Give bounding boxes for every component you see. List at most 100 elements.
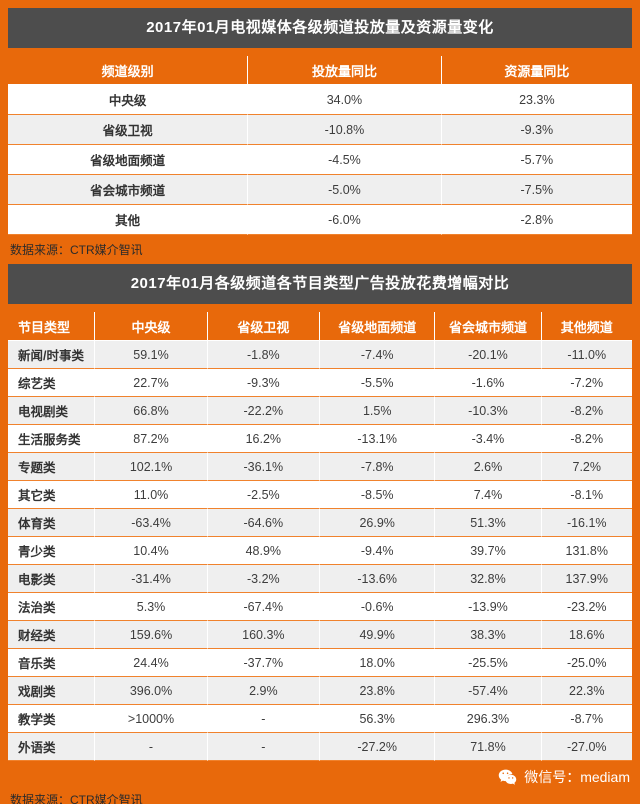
value-cell: -7.5%: [441, 175, 632, 205]
column-header: 中央级: [95, 312, 208, 341]
row-label-cell: 外语类: [8, 733, 96, 761]
value-cell: 51.3%: [435, 509, 542, 537]
row-label-cell: 戏剧类: [8, 677, 96, 705]
value-cell: -7.2%: [541, 369, 632, 397]
row-label-cell: 省级地面频道: [8, 145, 249, 175]
value-cell: -3.2%: [207, 565, 320, 593]
column-header: 资源量同比: [441, 56, 632, 85]
value-cell: -67.4%: [207, 593, 320, 621]
value-cell: -25.5%: [435, 649, 542, 677]
table-row: 青少类 10.4% 48.9% -9.4% 39.7% 131.8%: [8, 537, 632, 565]
value-cell: -27.0%: [541, 733, 632, 761]
table-row: 综艺类 22.7% -9.3% -5.5% -1.6% -7.2%: [8, 369, 632, 397]
row-label-cell: 财经类: [8, 621, 96, 649]
table-row: 法治类 5.3% -67.4% -0.6% -13.9% -23.2%: [8, 593, 632, 621]
column-header: 省级卫视: [207, 312, 320, 341]
value-cell: -: [95, 733, 208, 761]
value-cell: -5.7%: [441, 145, 632, 175]
value-cell: 137.9%: [541, 565, 632, 593]
value-cell: 56.3%: [319, 705, 436, 733]
table-row: 电影类 -31.4% -3.2% -13.6% 32.8% 137.9%: [8, 565, 632, 593]
value-cell: 26.9%: [319, 509, 436, 537]
value-cell: -: [207, 705, 320, 733]
value-cell: -9.3%: [441, 115, 632, 145]
value-cell: -8.5%: [319, 481, 436, 509]
value-cell: -57.4%: [435, 677, 542, 705]
column-header: 频道级别: [8, 56, 249, 85]
wechat-id-label: 微信号：mediam: [524, 769, 630, 785]
column-header: 省级地面频道: [319, 312, 436, 341]
value-cell: -25.0%: [541, 649, 632, 677]
value-cell: 7.2%: [541, 453, 632, 481]
table-row: 省级地面频道 -4.5% -5.7%: [8, 145, 632, 175]
row-label-cell: 电视剧类: [8, 397, 96, 425]
value-cell: 1.5%: [319, 397, 436, 425]
row-label-cell: 体育类: [8, 509, 96, 537]
value-cell: 296.3%: [435, 705, 542, 733]
value-cell: -5.5%: [319, 369, 436, 397]
value-cell: 24.4%: [95, 649, 208, 677]
table1-title-bar: 2017年01月电视媒体各级频道投放量及资源量变化: [8, 8, 632, 48]
row-label-cell: 新闻/时事类: [8, 341, 96, 369]
table-row: 其它类 11.0% -2.5% -8.5% 7.4% -8.1%: [8, 481, 632, 509]
row-label-cell: 其它类: [8, 481, 96, 509]
value-cell: 66.8%: [95, 397, 208, 425]
value-cell: 396.0%: [95, 677, 208, 705]
value-cell: 159.6%: [95, 621, 208, 649]
value-cell: 7.4%: [435, 481, 542, 509]
row-label-cell: 省会城市频道: [8, 175, 249, 205]
value-cell: 2.9%: [207, 677, 320, 705]
value-cell: 18.6%: [541, 621, 632, 649]
data-source-note: 数据来源：CTR媒介智讯: [10, 793, 143, 804]
value-cell: >1000%: [95, 705, 208, 733]
value-cell: 22.7%: [95, 369, 208, 397]
value-cell: -8.2%: [541, 397, 632, 425]
data-source-note: 数据来源：CTR媒介智讯: [10, 243, 143, 257]
value-cell: -13.6%: [319, 565, 436, 593]
value-cell: -2.8%: [441, 205, 632, 235]
table-row: 专题类 102.1% -36.1% -7.8% 2.6% 7.2%: [8, 453, 632, 481]
row-label-cell: 其他: [8, 205, 249, 235]
value-cell: -: [207, 733, 320, 761]
table-row: 省会城市频道 -5.0% -7.5%: [8, 175, 632, 205]
value-cell: 23.8%: [319, 677, 436, 705]
header-row: 节目类型 中央级 省级卫视 省级地面频道 省会城市频道 其他频道: [8, 312, 632, 341]
value-cell: -64.6%: [207, 509, 320, 537]
value-cell: 59.1%: [95, 341, 208, 369]
value-cell: -10.8%: [248, 115, 442, 145]
value-cell: -1.6%: [435, 369, 542, 397]
row-label-cell: 专题类: [8, 453, 96, 481]
column-header: 省会城市频道: [435, 312, 542, 341]
value-cell: -31.4%: [95, 565, 208, 593]
value-cell: -7.8%: [319, 453, 436, 481]
value-cell: -23.2%: [541, 593, 632, 621]
row-label-cell: 综艺类: [8, 369, 96, 397]
row-label-cell: 电影类: [8, 565, 96, 593]
value-cell: -13.1%: [319, 425, 436, 453]
value-cell: 48.9%: [207, 537, 320, 565]
value-cell: 38.3%: [435, 621, 542, 649]
row-label-cell: 省级卫视: [8, 115, 249, 145]
value-cell: -8.1%: [541, 481, 632, 509]
value-cell: 10.4%: [95, 537, 208, 565]
value-cell: 23.3%: [441, 85, 632, 115]
value-cell: -36.1%: [207, 453, 320, 481]
table-row: 音乐类 24.4% -37.7% 18.0% -25.5% -25.0%: [8, 649, 632, 677]
channel-ad-volume-table: 频道级别 投放量同比 资源量同比 中央级 34.0% 23.3% 省级卫视 -10.8% -9…: [8, 56, 632, 235]
value-cell: -9.4%: [319, 537, 436, 565]
value-cell: 87.2%: [95, 425, 208, 453]
value-cell: -63.4%: [95, 509, 208, 537]
table-row: 生活服务类 87.2% 16.2% -13.1% -3.4% -8.2%: [8, 425, 632, 453]
table-row: 财经类 159.6% 160.3% 49.9% 38.3% 18.6%: [8, 621, 632, 649]
row-label-cell: 青少类: [8, 537, 96, 565]
value-cell: 34.0%: [248, 85, 442, 115]
row-label-cell: 音乐类: [8, 649, 96, 677]
column-header: 投放量同比: [248, 56, 442, 85]
table-row: 外语类 - - -27.2% 71.8% -27.0%: [8, 733, 632, 761]
value-cell: -8.7%: [541, 705, 632, 733]
value-cell: 160.3%: [207, 621, 320, 649]
value-cell: -7.4%: [319, 341, 436, 369]
value-cell: 22.3%: [541, 677, 632, 705]
value-cell: -2.5%: [207, 481, 320, 509]
